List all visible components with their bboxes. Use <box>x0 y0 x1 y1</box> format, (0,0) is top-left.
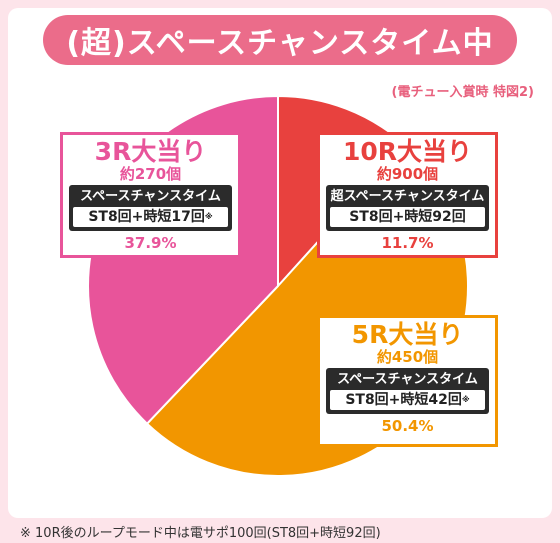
slice-label-10r: 10R大当り 約900個 超スペースチャンスタイム ST8回+時短92回 11.… <box>317 132 498 258</box>
payout-count: 約270個 <box>119 165 182 183</box>
mode-name: スペースチャンスタイム <box>337 372 478 387</box>
mode-name: 超スペースチャンスタイム <box>330 189 485 204</box>
note-mark: ※ <box>461 395 470 404</box>
slice-percent: 50.4% <box>381 417 434 435</box>
st-text: ST8回+時短92回 <box>349 209 466 225</box>
mode-name: スペースチャンスタイム <box>80 189 221 204</box>
chart-title: (超)スペースチャンスタイム中 <box>66 26 494 61</box>
round-label: 10R大当り <box>342 137 473 166</box>
payout-count: 約900個 <box>376 165 439 183</box>
title-banner: (超)スペースチャンスタイム中 <box>43 15 517 65</box>
round-label: 5R大当り <box>351 320 464 349</box>
payout-count: 約450個 <box>376 348 439 366</box>
mode-strip: スペースチャンスタイム ST8回+時短17回※ <box>69 185 232 231</box>
slice-label-5r: 5R大当り 約450個 スペースチャンスタイム ST8回+時短42回※ 50.4… <box>317 315 498 447</box>
slice-label-3r: 3R大当り 約270個 スペースチャンスタイム ST8回+時短17回※ 37.9… <box>60 132 241 258</box>
slice-percent: 37.9% <box>124 234 177 252</box>
slice-percent: 11.7% <box>381 234 434 252</box>
round-label: 3R大当り <box>94 137 207 166</box>
chart-subtitle: (電チュー入賞時 特図2) <box>391 85 534 100</box>
mode-strip: スペースチャンスタイム ST8回+時短42回※ <box>326 368 489 414</box>
st-text: ST8回+時短42回 <box>345 392 462 408</box>
st-info: ST8回+時短42回※ <box>330 390 485 410</box>
st-info: ST8回+時短92回 <box>330 207 485 227</box>
st-info: ST8回+時短17回※ <box>73 207 228 227</box>
note-mark: ※ <box>204 212 213 221</box>
mode-strip: 超スペースチャンスタイム ST8回+時短92回 <box>326 185 489 231</box>
footnote: ※ 10R後のループモード中は電サポ100回(ST8回+時短92回) <box>20 526 381 541</box>
st-text: ST8回+時短17回 <box>88 209 205 225</box>
